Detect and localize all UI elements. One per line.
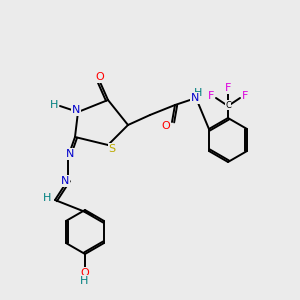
Text: F: F [208, 91, 214, 101]
Text: S: S [108, 144, 116, 154]
Text: O: O [162, 121, 170, 131]
Text: N: N [191, 93, 199, 103]
Text: F: F [225, 83, 231, 93]
Text: F: F [242, 91, 248, 101]
Text: N: N [61, 176, 69, 186]
Text: N: N [66, 149, 74, 159]
Text: H: H [43, 193, 51, 203]
Text: O: O [96, 72, 104, 82]
Text: H: H [194, 88, 202, 98]
Text: C: C [225, 100, 231, 109]
Text: H: H [80, 276, 88, 286]
Text: O: O [81, 268, 89, 278]
Text: N: N [72, 105, 80, 115]
Text: H: H [50, 100, 58, 110]
